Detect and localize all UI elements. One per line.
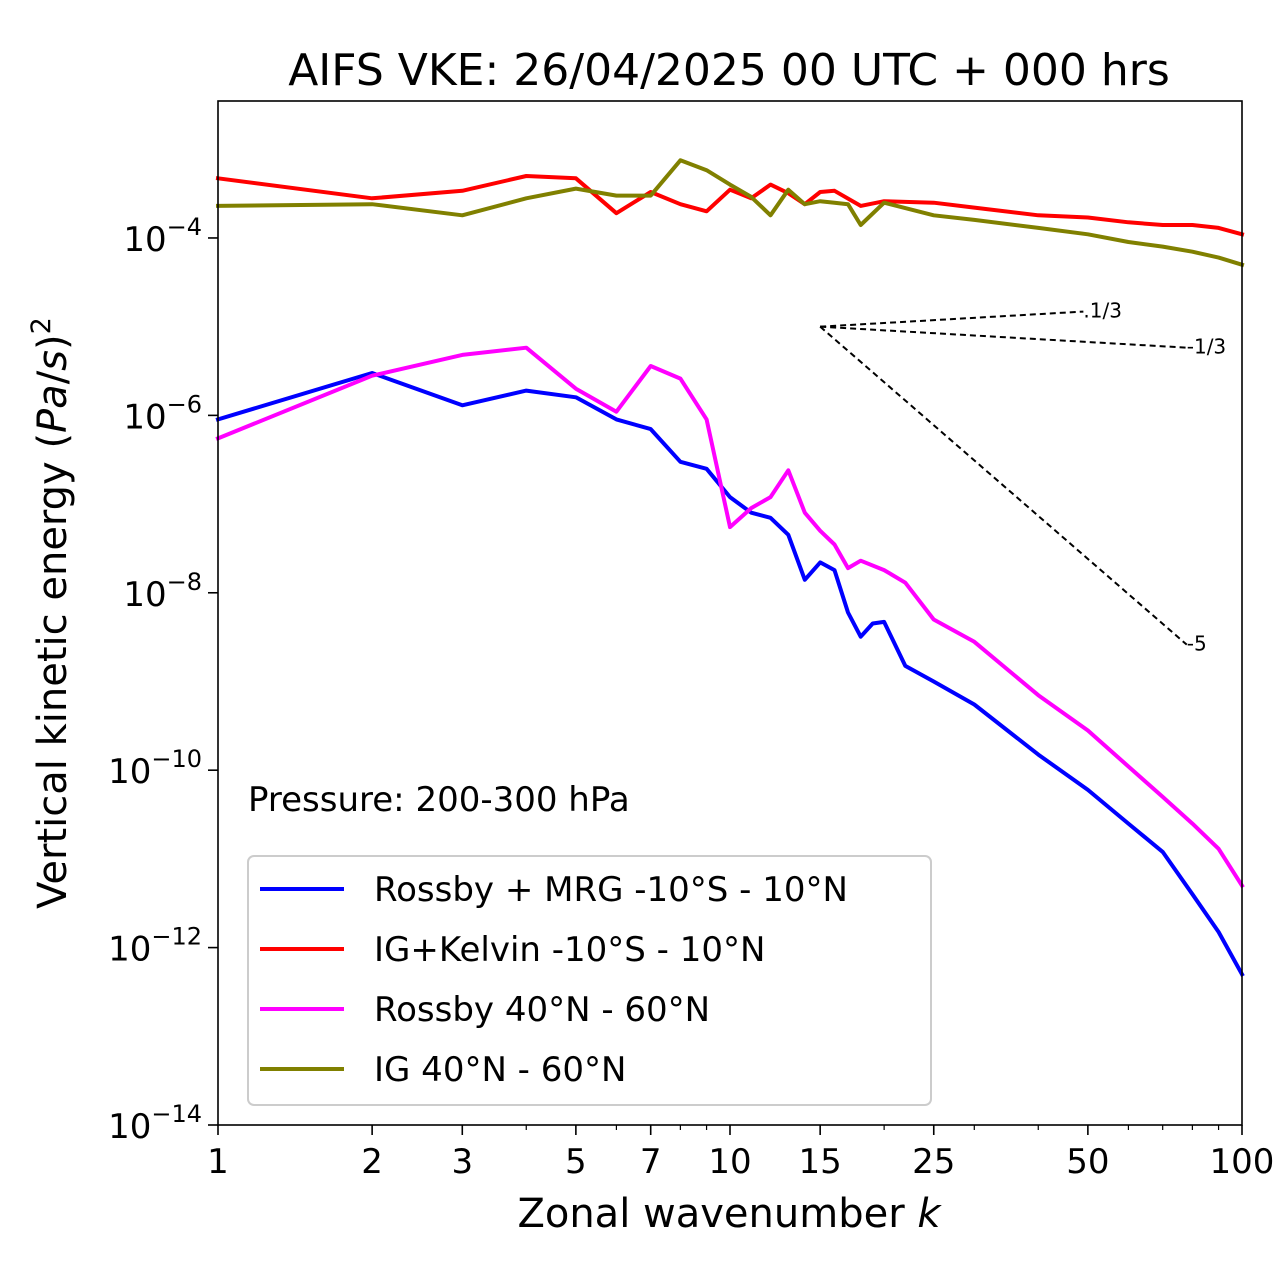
x-tick-label-5: 10 [708,1142,751,1182]
x-tick-label-3: 5 [565,1142,587,1182]
reference-label-0: .1/3 [1083,299,1122,323]
x-tick-label-7: 25 [912,1142,955,1182]
x-tick-label-1: 2 [361,1142,383,1182]
legend-label-1: IG+Kelvin -10°S - 10°N [374,930,765,970]
y-tick-label-1: 10−12 [108,923,202,970]
y-axis-label: Vertical kinetic energy (Pa/s)2 [26,317,76,909]
y-tick-label-4: 10−6 [123,390,202,437]
x-tick-label-2: 3 [451,1142,473,1182]
y-axis: 10−14 10−12 10−10 10−8 10−6 10−4 [108,213,218,1147]
chart-title: AIFS VKE: 26/04/2025 00 UTC + 000 hrs [288,45,1170,96]
pressure-annotation: Pressure: 200-300 hPa [248,780,630,820]
x-tick-label-4: 7 [640,1142,662,1182]
reference-label-2: -5 [1187,632,1207,656]
reference-label-1: -1/3 [1187,335,1226,359]
x-axis-label: Zonal wavenumber k [517,1191,942,1237]
legend: Rossby + MRG -10°S - 10°N IG+Kelvin -10°S… [247,855,932,1106]
y-tick-label-3: 10−8 [123,568,202,615]
x-tick-label-9: 100 [1210,1142,1275,1182]
reference-line-1 [820,325,1187,349]
reference-line-0 [820,310,1084,328]
x-tick-label-8: 50 [1066,1142,1109,1182]
legend-label-3: IG 40°N - 60°N [374,1050,626,1090]
reference-line-2 [819,325,1188,646]
y-tick-label-5: 10−4 [123,213,202,260]
x-axis: 1 2 3 5 7 10 15 25 50 100 [207,1125,1274,1182]
legend-box [247,855,932,1106]
x-tick-label-6: 15 [799,1142,842,1182]
legend-label-2: Rossby 40°N - 60°N [374,990,710,1030]
y-tick-label-2: 10−10 [108,745,202,792]
legend-label-0: Rossby + MRG -10°S - 10°N [374,870,848,910]
series-line-0 [215,371,1245,978]
y-tick-label-0: 10−14 [108,1100,202,1147]
series-line-3 [215,158,1245,268]
x-tick-label-0: 1 [207,1142,229,1182]
plot-area: .1/3 -1/3 -5 [215,158,1245,978]
series-line-2 [215,345,1245,889]
